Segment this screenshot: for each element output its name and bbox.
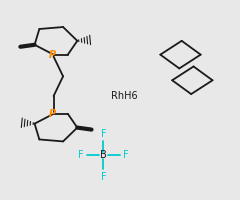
Text: P: P [49,50,56,60]
Text: F: F [101,129,106,139]
Text: F: F [123,150,129,160]
Text: F: F [78,150,84,160]
Text: F: F [101,172,106,182]
Text: RhH6: RhH6 [111,91,138,101]
Text: P: P [49,109,56,119]
Text: B: B [100,150,107,160]
